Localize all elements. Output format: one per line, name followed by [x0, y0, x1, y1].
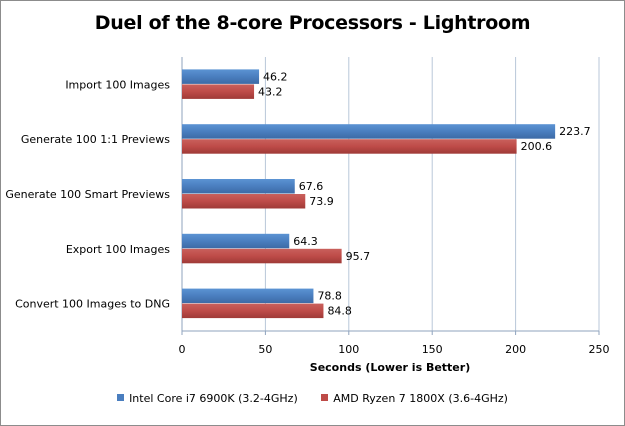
- bar-intel: [182, 288, 314, 304]
- labels: 0 50 100 150 200 250 Import 100 Images 46.2 43.2…: [5, 70, 609, 356]
- legend-label-intel: Intel Core i7 6900K (3.2-4GHz): [129, 392, 298, 405]
- legend: Intel Core i7 6900K (3.2-4GHz) AMD Ryzen…: [0, 392, 625, 405]
- data-label: 46.2: [263, 70, 288, 83]
- bar-amd: [182, 84, 255, 99]
- x-tick-label: 150: [422, 343, 443, 356]
- data-label: 223.7: [559, 125, 591, 138]
- x-tick-label: 250: [589, 343, 610, 356]
- x-axis-title: Seconds (Lower is Better): [309, 361, 471, 374]
- x-tick-label: 50: [258, 343, 272, 356]
- legend-item-amd: AMD Ryzen 7 1800X (3.6-4GHz): [321, 392, 508, 405]
- category-label: Convert 100 Images to DNG: [15, 298, 170, 311]
- data-label: 64.3: [293, 235, 318, 248]
- bar-intel: [182, 124, 556, 139]
- data-label: 43.2: [258, 85, 283, 98]
- x-tick-label: 200: [505, 343, 526, 356]
- bars: [182, 69, 556, 319]
- category-label: Import 100 Images: [65, 78, 170, 91]
- chart-title: Duel of the 8-core Processors - Lightroo…: [94, 12, 531, 34]
- bar-intel: [182, 179, 295, 194]
- data-label: 200.6: [521, 140, 553, 153]
- legend-swatch-amd: [321, 394, 329, 401]
- legend-swatch-intel: [117, 394, 125, 401]
- legend-item-intel: Intel Core i7 6900K (3.2-4GHz): [117, 392, 298, 405]
- data-label: 78.8: [317, 290, 342, 303]
- bar-amd: [182, 303, 324, 319]
- bar-amd: [182, 194, 306, 209]
- data-label: 95.7: [346, 250, 371, 263]
- x-tick-label: 100: [338, 343, 359, 356]
- x-tick-label: 0: [179, 343, 186, 356]
- category-label: Generate 100 1:1 Previews: [21, 133, 170, 146]
- bar-amd: [182, 248, 342, 264]
- category-label: Export 100 Images: [66, 243, 170, 256]
- data-label: 84.8: [327, 305, 352, 318]
- legend-label-amd: AMD Ryzen 7 1800X (3.6-4GHz): [333, 392, 508, 405]
- bar-amd: [182, 139, 517, 154]
- category-label: Generate 100 Smart Previews: [5, 188, 170, 201]
- bar-intel: [182, 69, 260, 84]
- bar-intel: [182, 233, 290, 249]
- data-label: 73.9: [309, 195, 334, 208]
- data-label: 67.6: [299, 180, 324, 193]
